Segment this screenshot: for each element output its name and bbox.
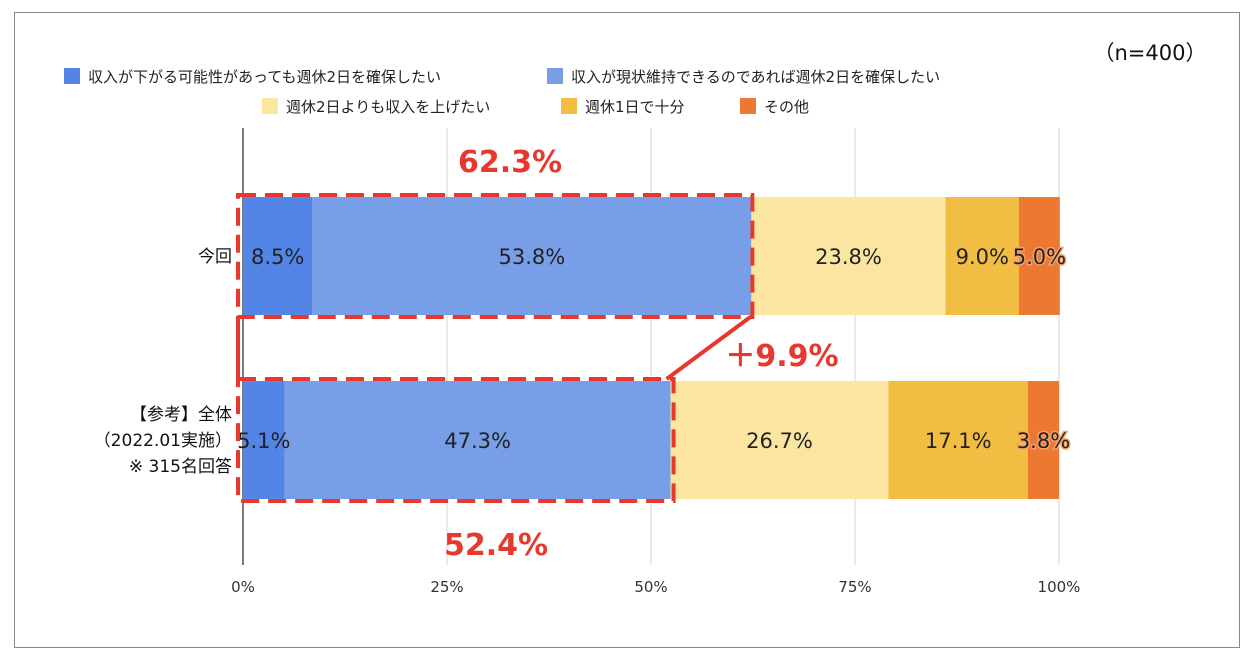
bars — [243, 197, 1060, 499]
data-label: 47.3% — [444, 429, 511, 453]
legend-swatch — [64, 68, 80, 84]
legend-label: その他 — [764, 98, 809, 116]
chart-frame — [14, 12, 1240, 648]
legend-swatch — [262, 98, 278, 114]
data-label: 3.8% — [1017, 429, 1070, 453]
data-label: 5.1% — [237, 429, 290, 453]
x-tick-label: 75% — [838, 578, 871, 596]
category-label: 今回 — [198, 247, 232, 267]
x-axis-ticks: 0% 25% 50% 75% 100% — [231, 578, 1080, 596]
legend-label: 週休1日で十分 — [585, 98, 685, 116]
x-tick-label: 100% — [1038, 578, 1081, 596]
data-label: 17.1% — [925, 429, 992, 453]
x-tick-label: 0% — [231, 578, 255, 596]
data-label: 53.8% — [499, 245, 566, 269]
legend-label: 収入が現状維持できるのであれば週休2日を確保したい — [571, 68, 940, 86]
bar-segment — [1019, 197, 1060, 315]
data-label: 9.0% — [956, 245, 1009, 269]
bar-segment — [945, 197, 1020, 315]
bar-segment — [284, 381, 671, 499]
bar-segment — [243, 197, 313, 315]
category-label: ※ 315名回答 — [129, 457, 232, 477]
difference-label: ＋9.9% — [725, 339, 838, 374]
category-label: （2022.01実施） — [94, 431, 232, 451]
highlight-box-top — [236, 193, 755, 319]
data-labels: 8.5% 53.8% 23.8% 9.0% 5.0% 5.1% 47.3% 26.7% 17.1… — [237, 244, 1072, 455]
bar-segment — [243, 381, 285, 499]
legend-label: 週休2日よりも収入を上げたい — [286, 98, 490, 116]
legend-swatch — [561, 98, 577, 114]
bar-segment — [1027, 381, 1059, 499]
bottom-total-label: 52.4% — [444, 528, 548, 563]
top-total-label: 62.3% — [458, 145, 562, 180]
category-label: 【参考】全体 — [130, 405, 232, 425]
highlight-box-bottom — [236, 377, 676, 503]
category-labels: 今回【参考】全体 （2022.01実施） ※ 315名回答 — [94, 247, 232, 477]
bar-segment — [670, 381, 889, 499]
connector-diagonal — [665, 315, 752, 381]
legend-swatch — [547, 68, 563, 84]
data-label: 26.7% — [746, 429, 813, 453]
x-tick-label: 50% — [634, 578, 667, 596]
annotations: 62.3% 52.4% ＋9.9% — [236, 145, 839, 563]
data-label: 8.5% — [251, 245, 304, 269]
data-label: 5.0% — [1013, 245, 1066, 269]
sample-size-note: （n=400） — [1094, 41, 1207, 65]
x-tick-label: 25% — [430, 578, 463, 596]
data-label: 23.8% — [815, 245, 882, 269]
bar-segment — [751, 197, 946, 315]
legend-swatch — [740, 98, 756, 114]
bar-segment — [888, 381, 1028, 499]
bar-segment — [312, 197, 752, 315]
legend: 収入が下がる可能性があっても週休2日を確保したい 収入が現状維持できるのであれば週… — [64, 68, 940, 116]
legend-label: 収入が下がる可能性があっても週休2日を確保したい — [88, 68, 441, 86]
